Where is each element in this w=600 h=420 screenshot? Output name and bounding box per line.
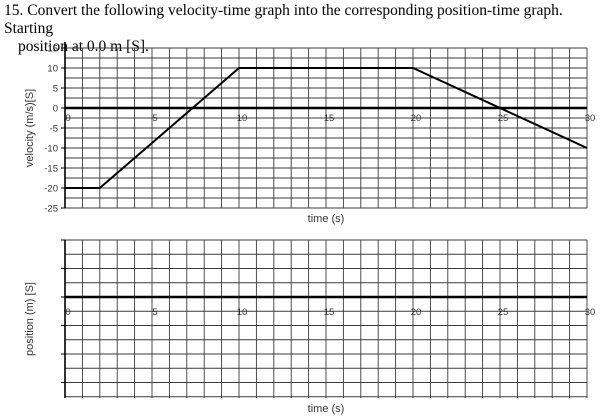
vt-x-tick-label: 25 [498,113,509,124]
pt-x-tick-label: 30 [585,307,596,318]
vt-x-tick-label: 15 [324,113,335,124]
vt-y-tick-label: -20 [44,184,58,195]
vt-y-tick-label: 0 [53,104,58,115]
pt-x-tick-label: 20 [411,307,422,318]
pt-x-tick-label: 25 [498,307,509,318]
vt-y-tick-label: -15 [44,164,58,175]
vt-y-tick-label: 15 [47,44,58,55]
vt-x-tick-label: 30 [585,113,596,124]
vt-x-axis-title: time (s) [308,213,345,225]
question-text: 15. Convert the following velocity-time … [4,2,596,56]
vt-y-tick-label: 5 [53,84,58,95]
vt-y-tick-label: -5 [50,124,58,135]
position-time-chart: 0 5 10 15 20 25 30 time (s) position (m) [S] [24,239,596,415]
vt-y-tick-label: -25 [44,204,58,215]
pt-x-tick-label: 5 [152,307,157,318]
question-line-2: position at 0.0 m [S]. [18,38,149,55]
vt-x-tick-label: 5 [152,113,157,124]
pt-x-axis-title: time (s) [308,403,345,415]
question-line-1: 15. Convert the following velocity-time … [4,2,563,37]
vt-y-tick-label: 10 [47,64,58,75]
vt-y-tick-label: -10 [44,144,58,155]
pt-x-tick-label: 10 [237,307,248,318]
vt-x-tick-label: 20 [411,113,422,124]
velocity-time-chart: 15 10 5 0 -5 -10 -15 -20 -25 0 5 10 15 20 25 30 time (s)… [24,42,595,225]
vt-x-tick-label: 10 [237,113,248,124]
vt-x-tick-label: 0 [65,113,70,124]
pt-x-tick-label: 15 [324,307,335,318]
pt-x-tick-label: 0 [65,307,70,318]
pt-y-axis-title: position (m) [S] [24,282,36,356]
vt-y-axis-title: velocity (m/s)[S] [24,89,36,167]
